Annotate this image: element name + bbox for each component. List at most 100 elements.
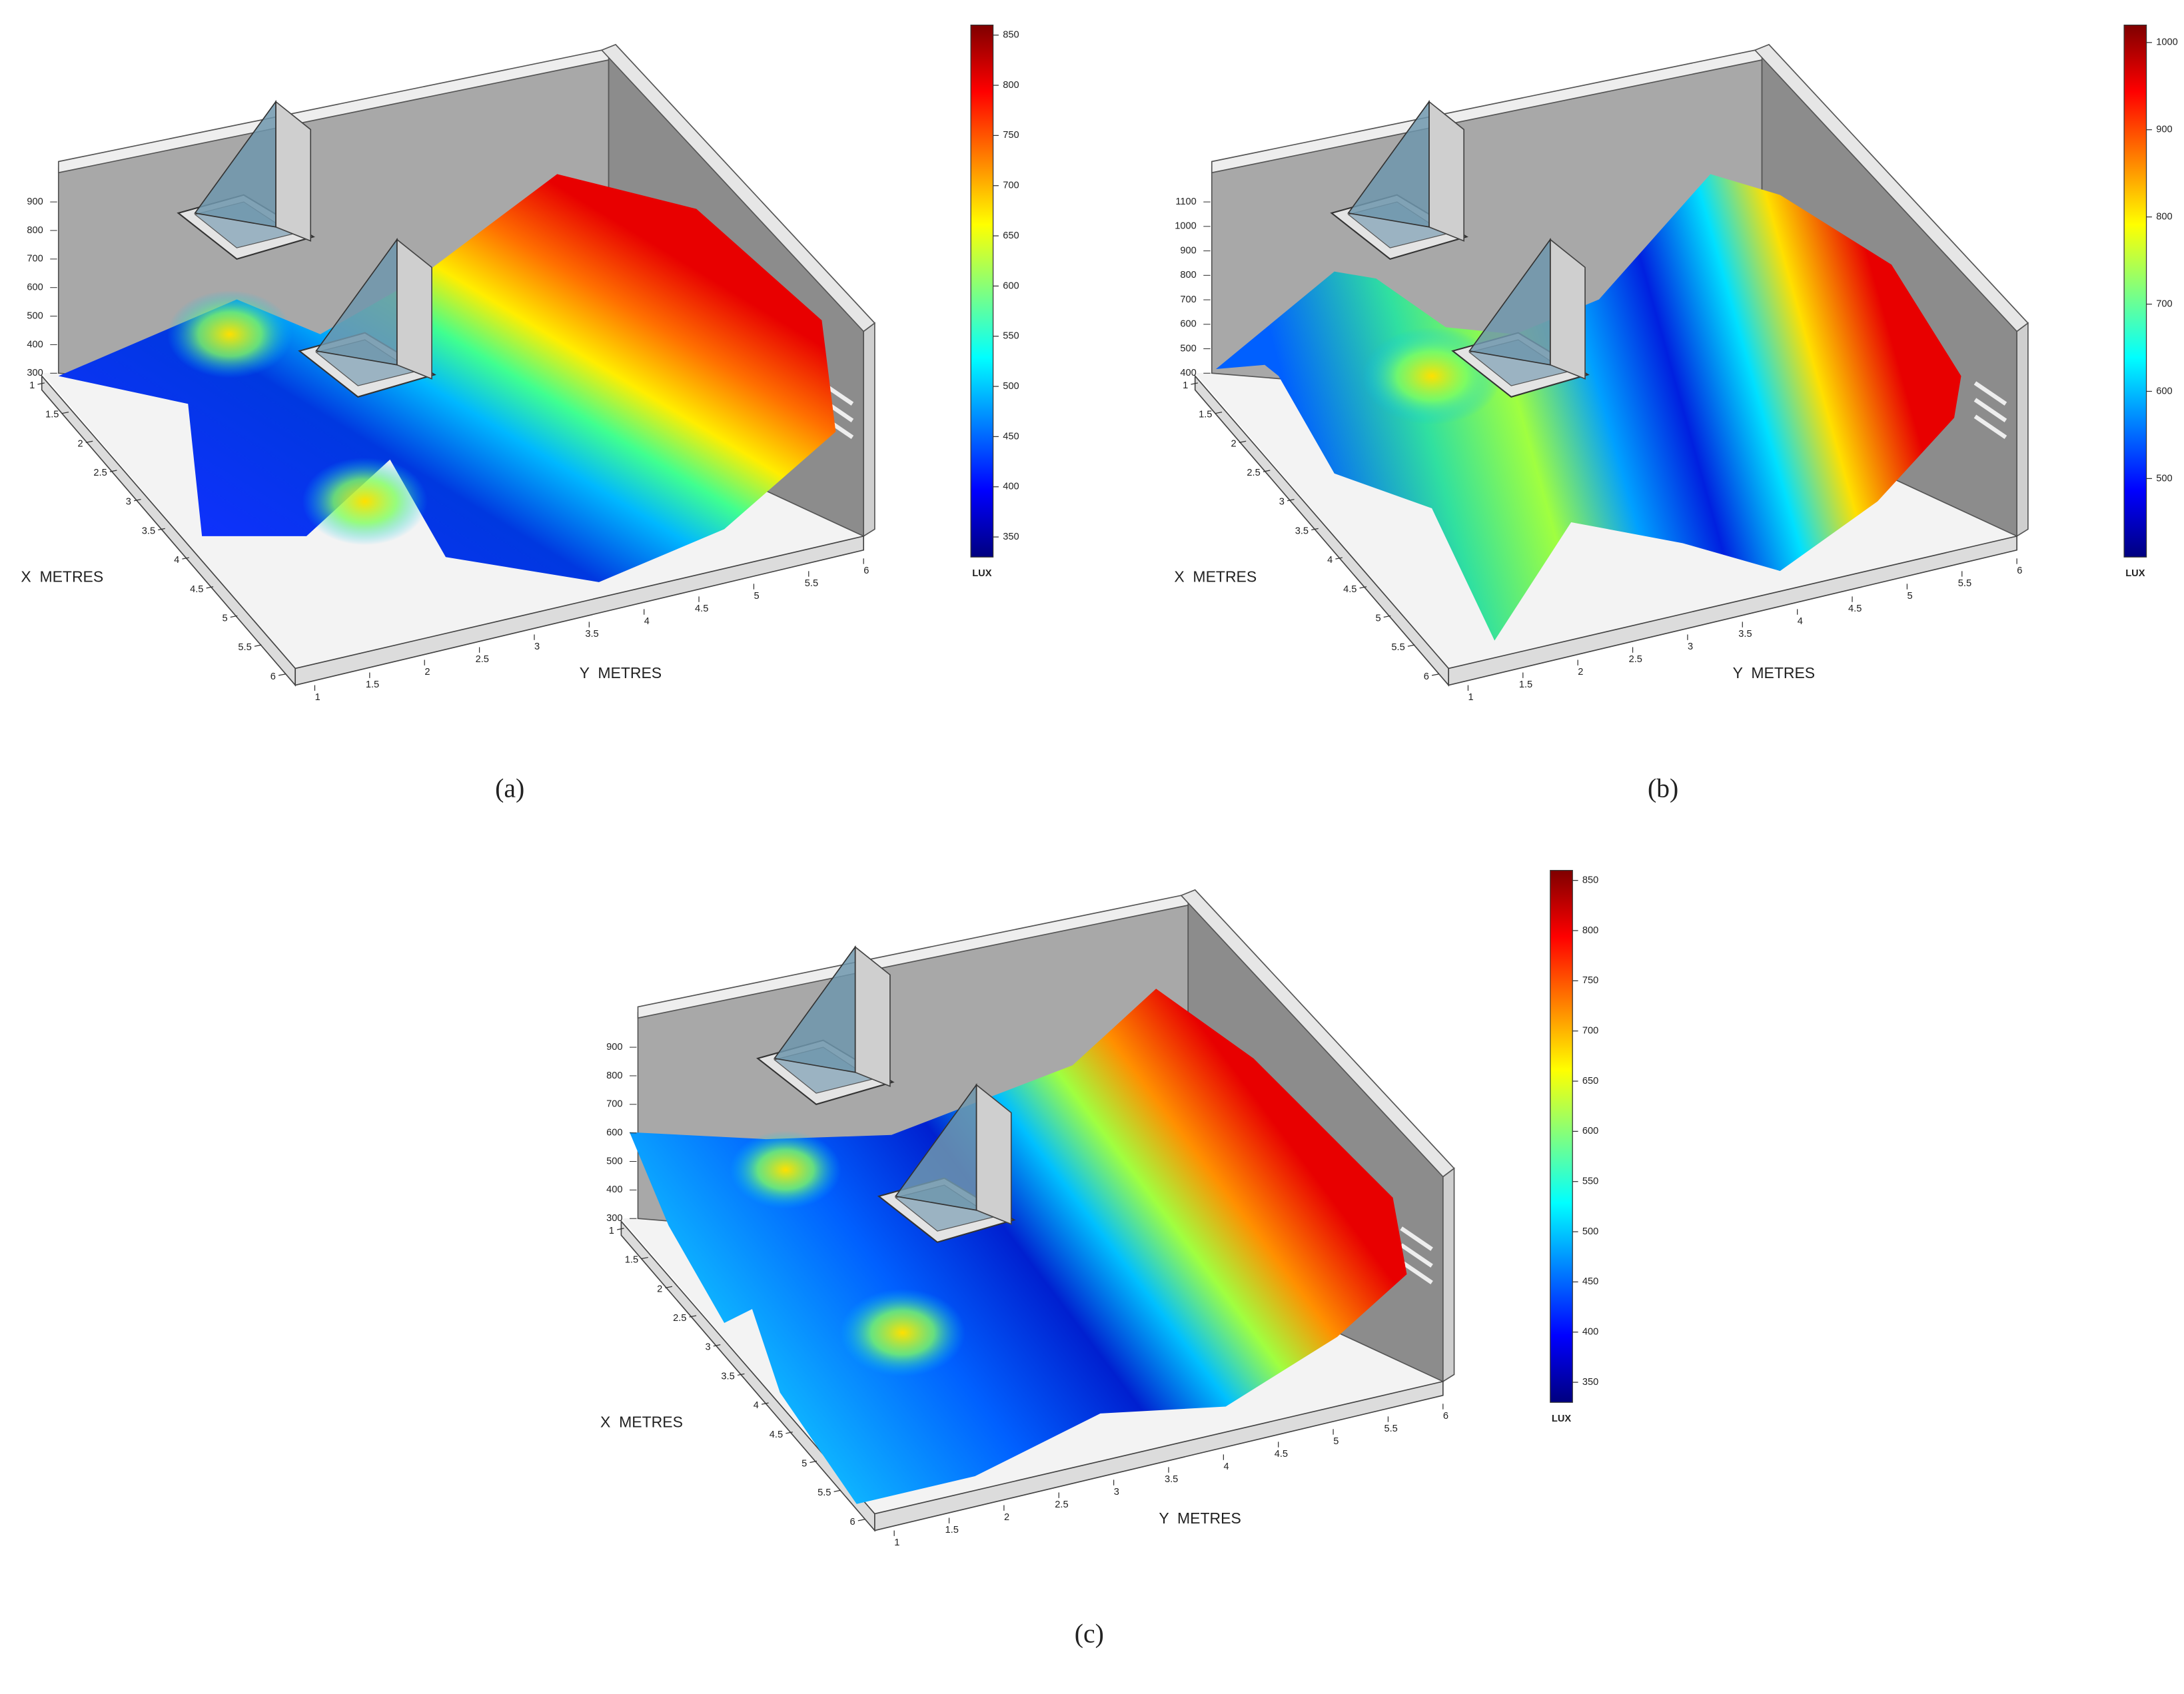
x-tick-label: 4 [1327, 555, 1333, 566]
y-tick-label: 1.5 [366, 679, 379, 690]
x-tick [1239, 440, 1247, 443]
y-tick-label: 5.5 [805, 578, 818, 589]
y-tick-label: 4.5 [1848, 604, 1862, 614]
colorbar-tick-label: 900 [2156, 125, 2172, 135]
right-wall-edge [863, 322, 875, 538]
x-tick [1287, 499, 1295, 502]
colorbar-tick-label: 500 [1003, 381, 1019, 392]
colorbar-tick-label: 750 [1582, 975, 1598, 986]
window [1973, 398, 2007, 422]
z-tick-label: 700 [27, 254, 43, 264]
x-tick-label: 5.5 [238, 642, 251, 653]
z-tick-label: 400 [606, 1184, 622, 1195]
y-tick-label: 1 [894, 1537, 899, 1548]
x-tick-label: 6 [271, 671, 276, 682]
surface-highlight [730, 1130, 841, 1209]
x-tick [1311, 528, 1319, 531]
x-tick-label: 3.5 [1295, 526, 1309, 536]
z-tick-label: 600 [27, 282, 43, 293]
base-front [874, 1380, 1444, 1531]
z-tick-label: 500 [606, 1156, 622, 1166]
y-tick-label: 2 [1578, 667, 1583, 677]
y-tick-label: 1 [1468, 692, 1474, 703]
x-tick [1215, 411, 1223, 414]
x-tick [206, 586, 214, 589]
z-tick-label: 700 [1180, 294, 1196, 305]
x-tick [133, 499, 141, 502]
x-tick-label: 3 [126, 497, 131, 508]
y-tick-label: 5.5 [1958, 578, 1971, 589]
light-pipe-prism [773, 945, 856, 1073]
x-tick [857, 1519, 865, 1521]
x-tick-label: 1 [1183, 380, 1188, 391]
x-tick-label: 3.5 [721, 1371, 734, 1382]
colorbar-tick-label: 450 [1003, 431, 1019, 442]
light-pipe-prism [194, 100, 276, 228]
y-tick-label: 5 [1908, 591, 1913, 602]
y-tick-label: 5 [754, 591, 760, 602]
x-tick [1407, 644, 1415, 647]
y-tick-label: 4 [1223, 1462, 1229, 1472]
x-tick-label: 1.5 [45, 410, 59, 420]
y-tick-label: 4 [1798, 616, 1803, 627]
y-axis-title: Y METRES [1159, 1509, 1241, 1527]
z-tick-label: 400 [27, 339, 43, 350]
x-tick-label: 1.5 [625, 1255, 638, 1266]
colorbar-tick-label: 1000 [2156, 37, 2178, 48]
panel-label: (b) [1648, 774, 1678, 803]
y-axis-title: Y METRES [580, 664, 662, 681]
base-front [294, 535, 864, 686]
surface-highlight [302, 457, 428, 546]
colorbar-tick-label: 400 [1582, 1327, 1598, 1338]
colorbar-tick-label: 400 [1003, 482, 1019, 492]
y-tick-label: 3 [1114, 1487, 1119, 1497]
window [1400, 1260, 1433, 1284]
x-tick-label: 6 [849, 1517, 855, 1527]
y-tick-label: 2 [1004, 1512, 1009, 1523]
x-tick-label: 4 [754, 1400, 759, 1411]
x-axis-title: X METRES [21, 568, 103, 586]
colorbar [970, 25, 994, 558]
x-tick-label: 1.5 [1199, 410, 1212, 420]
x-tick [37, 382, 45, 385]
y-tick-label: 2 [424, 667, 430, 677]
x-tick [1431, 673, 1439, 676]
z-tick-label: 900 [1180, 245, 1196, 256]
y-tick-label: 4.5 [1275, 1449, 1288, 1460]
panel: 900 800 700 600 500 400 300 1 1.5 2 2.5 3 3.5 4 4.5 5 5.… [600, 869, 1598, 1649]
x-tick-label: 5.5 [1391, 642, 1404, 653]
y-tick-label: 3.5 [585, 629, 598, 639]
y-tick-label: 3.5 [1738, 629, 1752, 639]
colorbar-tick-label: 350 [1003, 532, 1019, 542]
x-tick-label: 1 [29, 380, 35, 391]
panel: 900 800 700 600 500 400 300 1 1.5 2 2.5 3 3.5 4 4.5 5 5.… [21, 25, 1019, 803]
colorbar-tick-label: 850 [1582, 875, 1598, 886]
colorbar-tick-label: 700 [1003, 181, 1019, 191]
z-tick-label: 500 [1180, 343, 1196, 354]
x-tick [230, 615, 238, 618]
y-tick-label: 5 [1333, 1436, 1339, 1447]
x-tick-label: 4.5 [770, 1430, 783, 1440]
colorbar-tick-label: 650 [1582, 1076, 1598, 1086]
x-axis-title: X METRES [600, 1414, 683, 1431]
z-tick-label: 900 [606, 1042, 622, 1053]
window [1973, 414, 2007, 440]
z-tick-label: 800 [1180, 270, 1196, 280]
y-tick-label: 5.5 [1384, 1424, 1397, 1434]
y-tick-label: 2.5 [476, 654, 489, 665]
colorbar-tick-label: 600 [2156, 386, 2172, 396]
y-tick-label: 3.5 [1165, 1474, 1178, 1485]
colorbar-tick-label: 450 [1582, 1276, 1598, 1287]
colorbar-tick-label: 550 [1003, 331, 1019, 342]
right-wall-edge [1442, 1167, 1455, 1383]
y-tick-label: 4 [644, 616, 650, 627]
x-tick-label: 2 [1231, 438, 1236, 449]
window [1400, 1243, 1433, 1268]
z-tick-label: 300 [606, 1213, 622, 1224]
y-tick-label: 1.5 [1519, 679, 1532, 690]
x-tick [1191, 382, 1199, 385]
x-tick-label: 3.5 [142, 526, 155, 536]
x-tick [713, 1344, 721, 1347]
surface [1216, 174, 1961, 641]
